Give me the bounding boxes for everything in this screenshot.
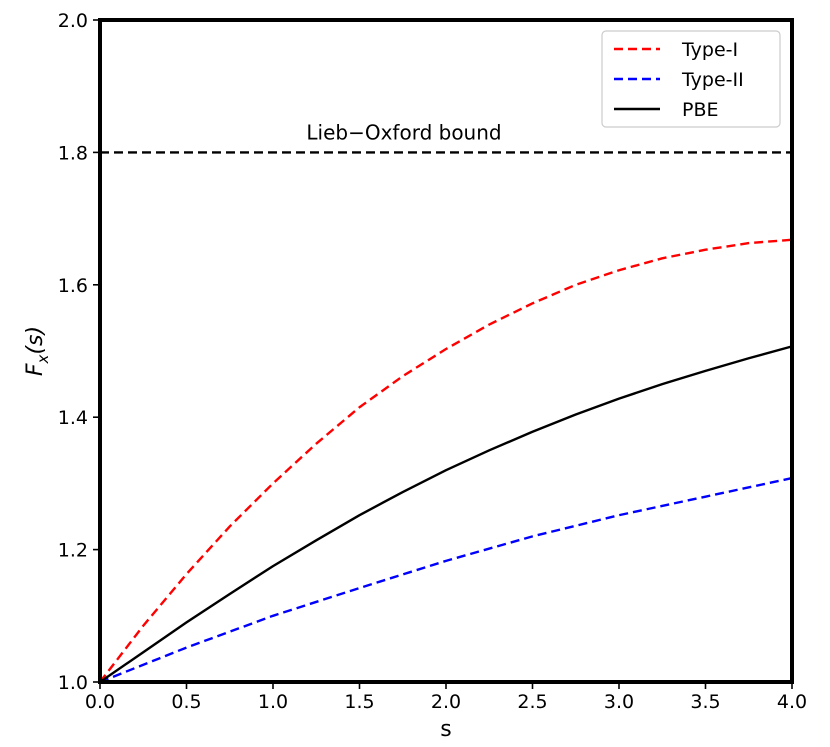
y-tick-label: 2.0 bbox=[58, 10, 88, 32]
x-tick-label: 0.5 bbox=[171, 691, 201, 713]
y-tick-label: 1.0 bbox=[58, 672, 88, 694]
reference-line-label-0: Lieb−Oxford bound bbox=[306, 120, 501, 144]
series-group bbox=[99, 238, 793, 684]
y-axis-label: Fx(s) bbox=[23, 326, 52, 376]
legend-box bbox=[601, 30, 781, 128]
x-tick-label: 3.5 bbox=[690, 691, 720, 713]
y-tick-label: 1.2 bbox=[58, 540, 88, 562]
series-line-pbe bbox=[99, 345, 793, 683]
x-tick-label: 3.0 bbox=[604, 691, 634, 713]
series-line-type-i bbox=[99, 238, 793, 683]
x-tick-label: 0.0 bbox=[85, 691, 115, 713]
legend: Type-I Type-II PBE bbox=[601, 30, 781, 128]
y-tick-label: 1.4 bbox=[58, 407, 88, 429]
x-tick-label: 1.0 bbox=[258, 691, 288, 713]
x-tick-label: 4.0 bbox=[777, 691, 807, 713]
ticks-group: 0.0 0.5 1.0 1.5 2.0 2.5 3.0 3.5 4.0 1.0 1.2 1.4 1.6 1… bbox=[58, 10, 807, 713]
legend-label-type-ii: Type-II bbox=[681, 69, 744, 91]
y-tick-label: 1.6 bbox=[58, 275, 88, 297]
x-tick-label: 1.5 bbox=[344, 691, 374, 713]
y-tick-label: 1.8 bbox=[58, 142, 88, 164]
legend-label-type-i: Type-I bbox=[681, 39, 738, 61]
x-tick-label: 2.5 bbox=[517, 691, 547, 713]
x-axis-label: s bbox=[440, 717, 451, 742]
legend-label-pbe: PBE bbox=[682, 99, 719, 121]
series-line-type-ii bbox=[99, 476, 793, 684]
axis-labels-group: s Fx(s) bbox=[23, 326, 452, 742]
x-tick-label: 2.0 bbox=[431, 691, 461, 713]
reference-line-group: Lieb−Oxford bound bbox=[100, 120, 792, 154]
